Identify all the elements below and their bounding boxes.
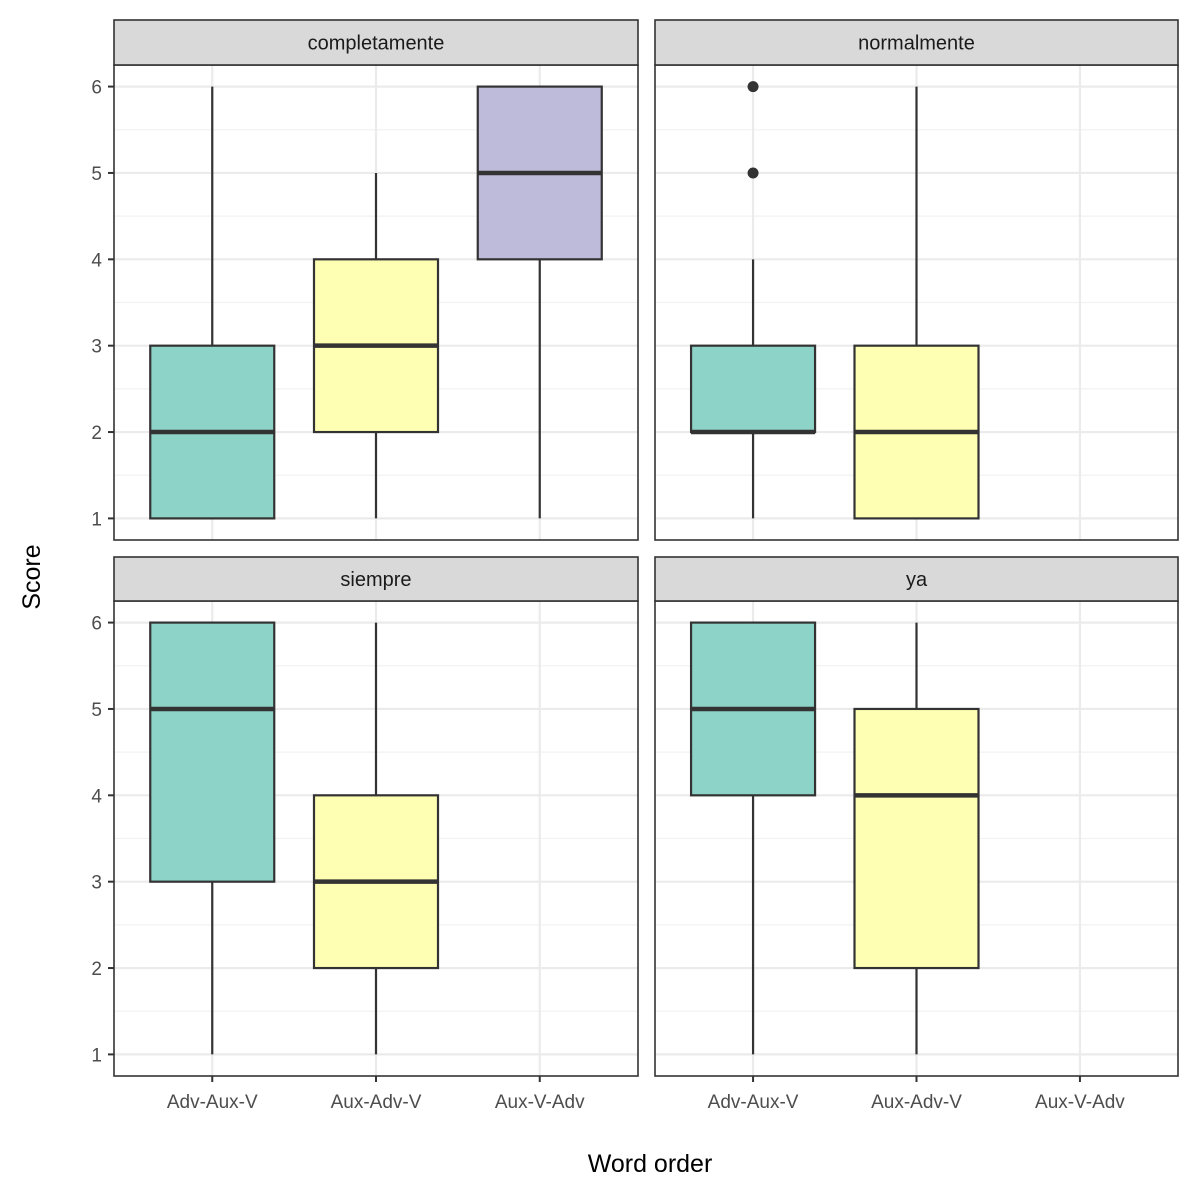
y-tick-label: 5 <box>91 164 102 185</box>
x-tick-label: Aux-Adv-V <box>871 1092 962 1113</box>
x-tick-label: Adv-Aux-V <box>167 1092 258 1113</box>
outlier-point <box>747 81 759 93</box>
facet-strip <box>113 556 639 602</box>
box-iqr <box>853 707 980 970</box>
y-tick-label: 5 <box>91 700 102 721</box>
x-tick-label: Aux-Adv-V <box>331 1092 422 1113</box>
x-tick-label: Aux-V-Adv <box>1035 1092 1125 1113</box>
y-tick-label: 6 <box>91 614 102 635</box>
y-tick-label: 2 <box>91 423 102 444</box>
y-tick-label: 1 <box>91 1045 102 1066</box>
box-Adv-Aux-V <box>689 81 817 519</box>
box-iqr <box>149 621 276 883</box>
box-iqr <box>689 344 817 434</box>
outlier-point <box>747 167 759 179</box>
y-tick-label: 4 <box>91 786 102 807</box>
facet-panel-normalmente: normalmente <box>654 19 1179 541</box>
facet-panel-siempre: siempre 1 2 3 4 5 6 Adv-Aux-V Aux-Adv-V Aux-V-Adv <box>91 556 639 1113</box>
facet-panel-completamente: completamente 1 2 3 4 5 6 <box>91 19 639 541</box>
facet-strip <box>113 19 639 66</box>
facet-strip-label: normalmente <box>858 33 975 55</box>
y-tick-label: 1 <box>91 509 102 530</box>
box-Aux-Adv-V <box>853 86 980 520</box>
facet-panel-ya: ya Adv-Aux-V Aux-Adv-V Aux-V-Adv <box>654 556 1179 1113</box>
y-tick-label: 3 <box>91 337 102 358</box>
y-tick-label: 2 <box>91 959 102 980</box>
y-tick-label: 4 <box>91 250 102 271</box>
box-Adv-Aux-V <box>689 621 817 1055</box>
y-tick-label: 6 <box>91 78 102 99</box>
box-Aux-Adv-V <box>853 622 980 1055</box>
facet-strip <box>654 556 1179 602</box>
box-Adv-Aux-V <box>149 621 276 1055</box>
facet-strip <box>654 19 1179 66</box>
x-axis-title: Word order <box>588 1150 713 1178</box>
box-Aux-Adv-V <box>312 172 440 519</box>
box-Adv-Aux-V <box>149 86 276 520</box>
x-tick-label: Aux-V-Adv <box>495 1092 585 1113</box>
facet-strip-label: siempre <box>340 569 411 591</box>
box-Aux-V-Adv <box>476 85 603 519</box>
y-tick-label: 3 <box>91 873 102 894</box>
facet-strip-label: completamente <box>308 33 445 55</box>
facet-strip-label: ya <box>906 569 928 591</box>
y-axis-title: Score <box>18 544 46 609</box>
x-tick-label: Adv-Aux-V <box>708 1092 799 1113</box>
box-Aux-Adv-V <box>312 622 440 1055</box>
